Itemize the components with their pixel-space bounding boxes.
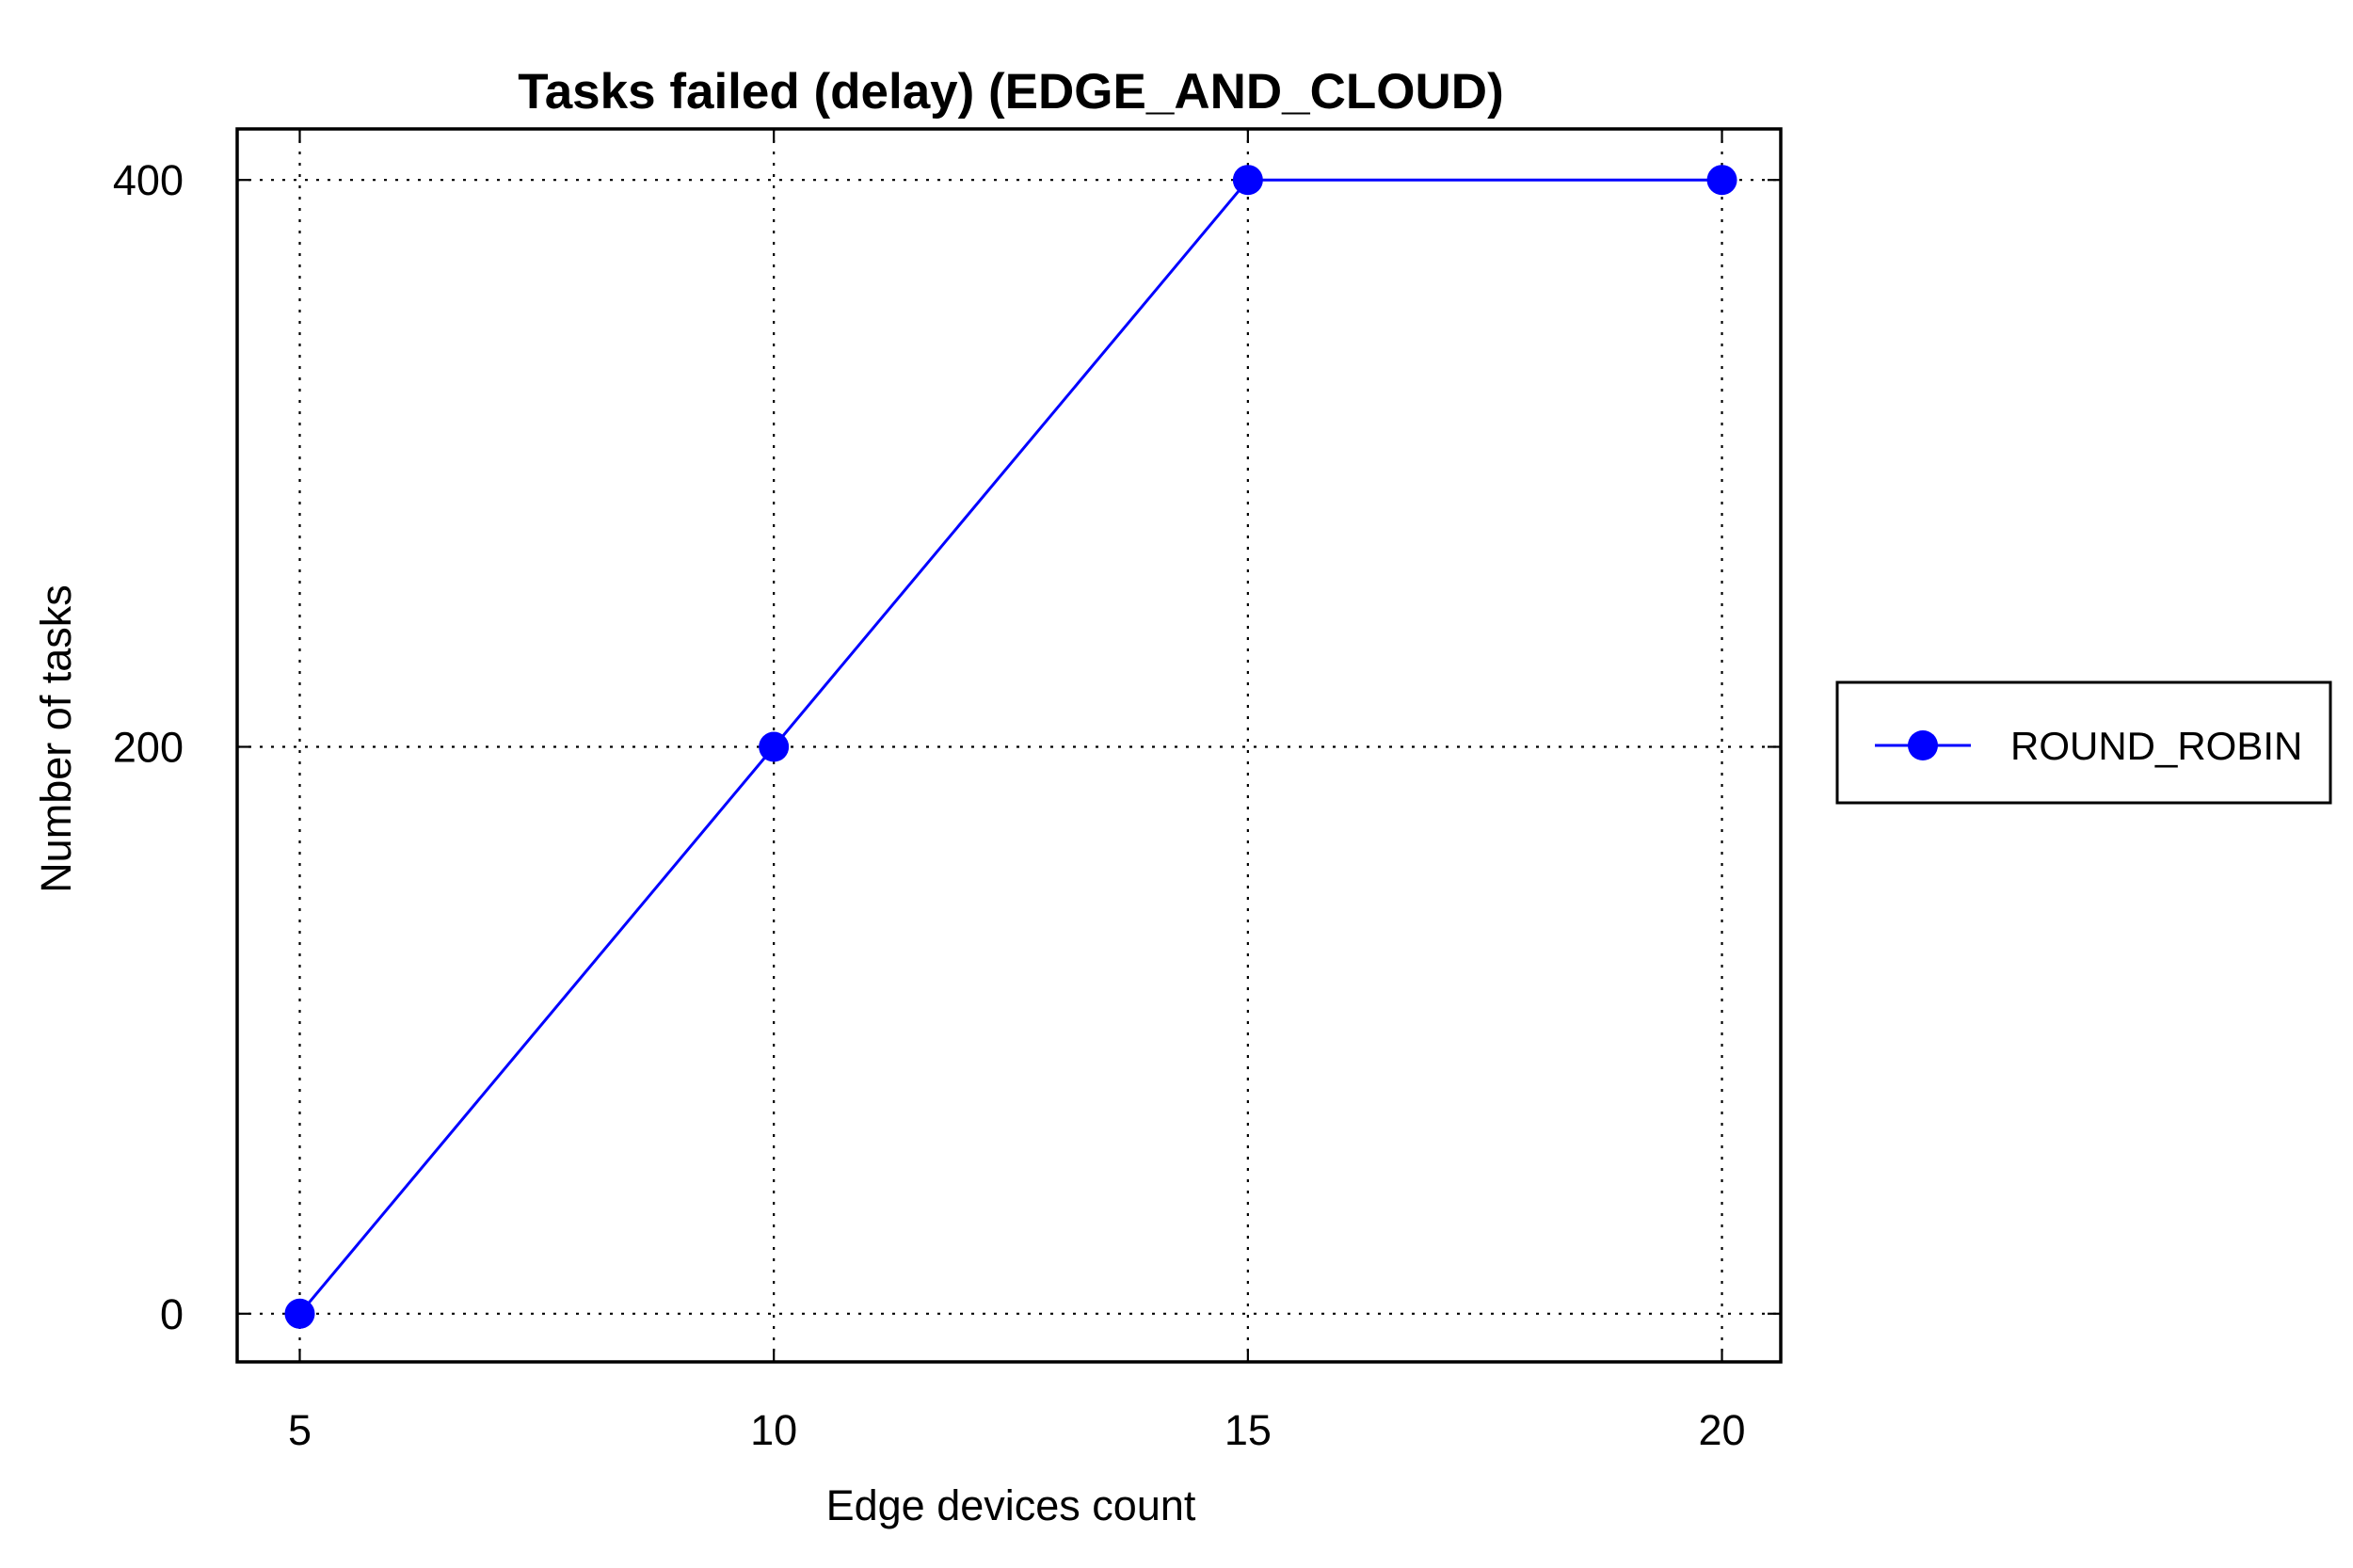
grid-lines (237, 129, 1781, 1362)
data-point-round-robin (1232, 165, 1263, 196)
y-tick-label: 400 (113, 156, 184, 204)
axis-ticks (237, 129, 1781, 1362)
y-axis-tick-labels: 0 200 400 (113, 156, 184, 1338)
x-axis-tick-labels: 5 10 15 20 (288, 1406, 1746, 1454)
data-point-round-robin (284, 1298, 315, 1329)
data-point-round-robin (759, 731, 790, 762)
chart-title: Tasks failed (delay) (EDGE_AND_CLOUD) (518, 64, 1503, 120)
x-tick-label: 20 (1699, 1406, 1746, 1454)
data-point-round-robin (1706, 165, 1737, 196)
x-tick-label: 15 (1225, 1406, 1272, 1454)
legend-label-round-robin: ROUND_ROBIN (2010, 724, 2302, 768)
x-tick-label: 5 (288, 1406, 312, 1454)
y-tick-label: 0 (160, 1290, 184, 1338)
legend-marker-round-robin (1908, 730, 1938, 760)
series-line-round-robin (298, 178, 1722, 1315)
legend: ROUND_ROBIN (1835, 680, 2332, 805)
series-layer (284, 165, 1737, 1329)
x-tick-label: 10 (750, 1406, 797, 1454)
y-tick-label: 200 (113, 724, 184, 772)
plot-frame (235, 127, 1783, 1364)
y-axis-label: Number of tasks (32, 584, 80, 893)
x-axis-label: Edge devices count (826, 1481, 1196, 1529)
